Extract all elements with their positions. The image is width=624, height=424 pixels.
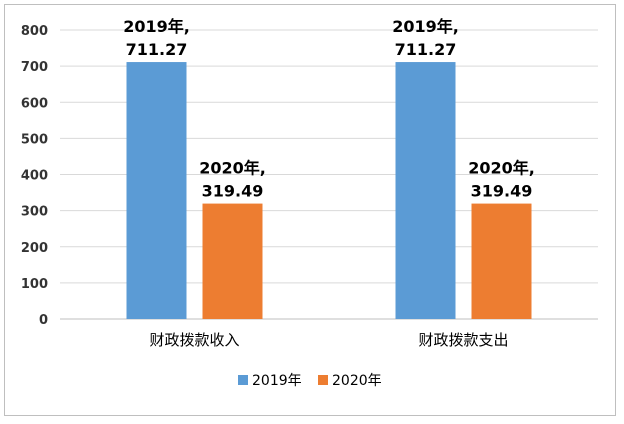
y-tick-label: 200 [21, 241, 48, 256]
data-labels: 2019年, 711.27 2020年, 319.49 2019年, 711.27 2020… [123, 17, 535, 201]
data-label-series: 2020年, [199, 159, 266, 178]
y-tick-label: 800 [21, 24, 48, 39]
data-label-value: 319.49 [202, 182, 264, 201]
y-tick-label: 400 [21, 169, 48, 184]
bars [126, 62, 532, 319]
bar-2020-expense [471, 203, 532, 319]
data-label-series: 2020年, [468, 159, 535, 178]
y-tick-label: 0 [39, 313, 48, 328]
data-label-series: 2019年, [392, 17, 459, 36]
x-category-label: 财政拨款收入 [149, 331, 239, 349]
bar-2020-income [202, 203, 263, 319]
legend: 2019年 2020年 [238, 373, 382, 389]
data-label-value: 319.49 [471, 182, 533, 201]
x-axis-categories: 财政拨款收入 财政拨款支出 [149, 331, 508, 349]
data-label-series: 2019年, [123, 17, 190, 36]
legend-swatch [318, 375, 328, 385]
y-axis-ticks: 0 100 200 300 400 500 600 700 800 [21, 24, 48, 328]
legend-swatch [238, 375, 248, 385]
y-tick-label: 700 [21, 60, 48, 75]
x-category-label: 财政拨款支出 [418, 331, 508, 349]
legend-label: 2019年 [252, 373, 302, 389]
legend-label: 2020年 [332, 373, 382, 389]
y-tick-label: 500 [21, 132, 48, 147]
y-tick-label: 100 [21, 277, 48, 292]
bar-2019-income [126, 62, 187, 319]
data-label-value: 711.27 [126, 40, 188, 59]
data-label-value: 711.27 [395, 40, 457, 59]
y-tick-label: 300 [21, 205, 48, 220]
bar-2019-expense [395, 62, 456, 319]
y-tick-label: 600 [21, 96, 48, 111]
